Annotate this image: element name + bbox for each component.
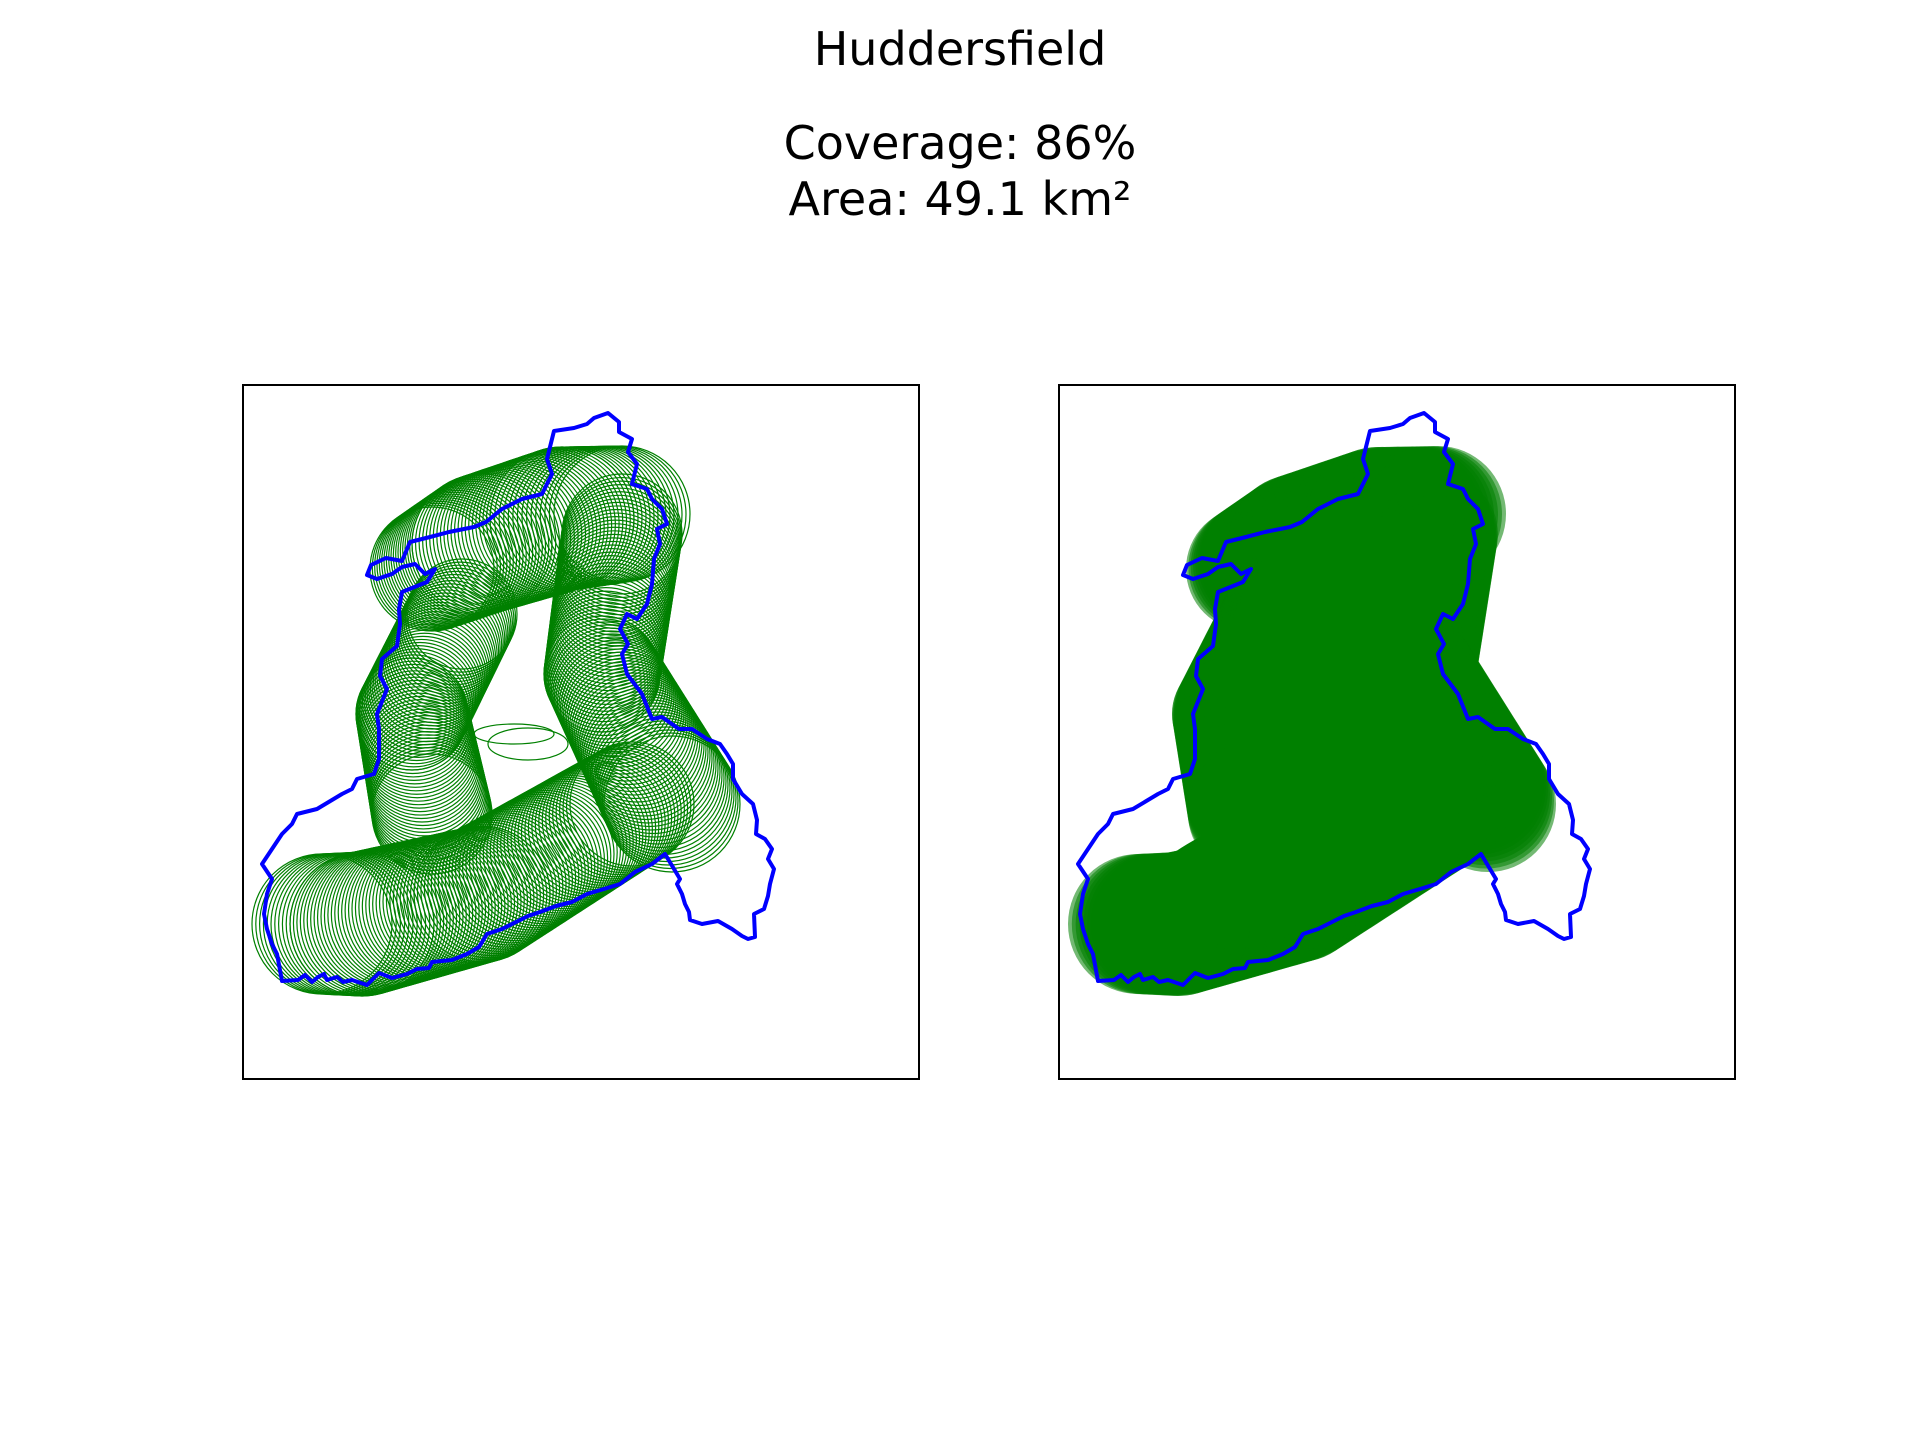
coverage-circle xyxy=(574,678,703,807)
coverage-circle xyxy=(500,778,631,910)
coverage-circle xyxy=(251,853,393,995)
coverage-circles-filled xyxy=(1068,446,1556,996)
coverage-circle xyxy=(390,489,524,624)
coverage-circle xyxy=(404,561,517,673)
coverage-circle xyxy=(472,793,605,927)
coverage-circle xyxy=(555,748,682,876)
coverage-circles-outline xyxy=(251,445,741,997)
coverage-lens xyxy=(487,727,569,761)
coverage-circle xyxy=(313,846,458,990)
coverage-circle xyxy=(390,589,503,702)
coverage-circle xyxy=(388,592,501,705)
coverage-circle xyxy=(493,782,625,914)
coverage-circle xyxy=(393,583,506,695)
coverage-circle xyxy=(565,743,692,869)
coverage-circle xyxy=(547,624,667,744)
coverage-circle xyxy=(430,816,567,952)
coverage-circle xyxy=(395,580,507,692)
coverage-circle xyxy=(471,452,616,597)
page-title: Huddersfield xyxy=(813,22,1107,76)
coverage-circle xyxy=(369,743,491,865)
coverage-circle xyxy=(358,651,472,765)
coverage-circle xyxy=(559,747,686,874)
coverage-circle xyxy=(591,711,725,845)
coverage-circle xyxy=(395,486,531,622)
coverage-circle xyxy=(603,735,741,873)
district-boundary xyxy=(260,411,776,987)
coverage-circle xyxy=(368,737,489,858)
coverage-circle xyxy=(401,567,514,680)
coverage-circle xyxy=(323,844,467,988)
coverage-circle xyxy=(486,786,618,918)
coverage-text: Coverage: 86% xyxy=(783,116,1137,170)
coverage-circle xyxy=(597,723,733,859)
coverage-circle xyxy=(598,726,735,863)
coverage-circle xyxy=(406,558,518,670)
coverage-map-outline xyxy=(251,411,776,997)
coverage-circle xyxy=(600,729,737,866)
coverage-circle xyxy=(316,845,461,990)
coverage-lens xyxy=(473,723,555,745)
coverage-circle xyxy=(569,741,695,867)
coverage-circle xyxy=(567,663,693,789)
coverage-circle xyxy=(507,775,638,906)
coverage-circle xyxy=(582,693,713,824)
coverage-circle xyxy=(475,791,609,925)
coverage-circle xyxy=(369,740,490,861)
coverage-map-filled xyxy=(1068,411,1592,996)
coverage-circle xyxy=(378,499,508,628)
coverage-circle xyxy=(580,690,711,821)
coverage-core xyxy=(1126,516,1472,939)
coverage-circle xyxy=(402,480,540,619)
district-boundary xyxy=(1076,411,1592,987)
coverage-circle xyxy=(589,708,723,842)
coverage-circle xyxy=(468,453,613,598)
coverage-circle xyxy=(374,502,502,630)
coverage-circle xyxy=(546,621,665,740)
area-text: Area: 49.1 km² xyxy=(788,172,1132,226)
coverage-circle xyxy=(403,564,515,676)
coverage-circle xyxy=(461,799,596,933)
coverage-circle xyxy=(482,788,615,920)
coverage-circle xyxy=(562,745,689,871)
